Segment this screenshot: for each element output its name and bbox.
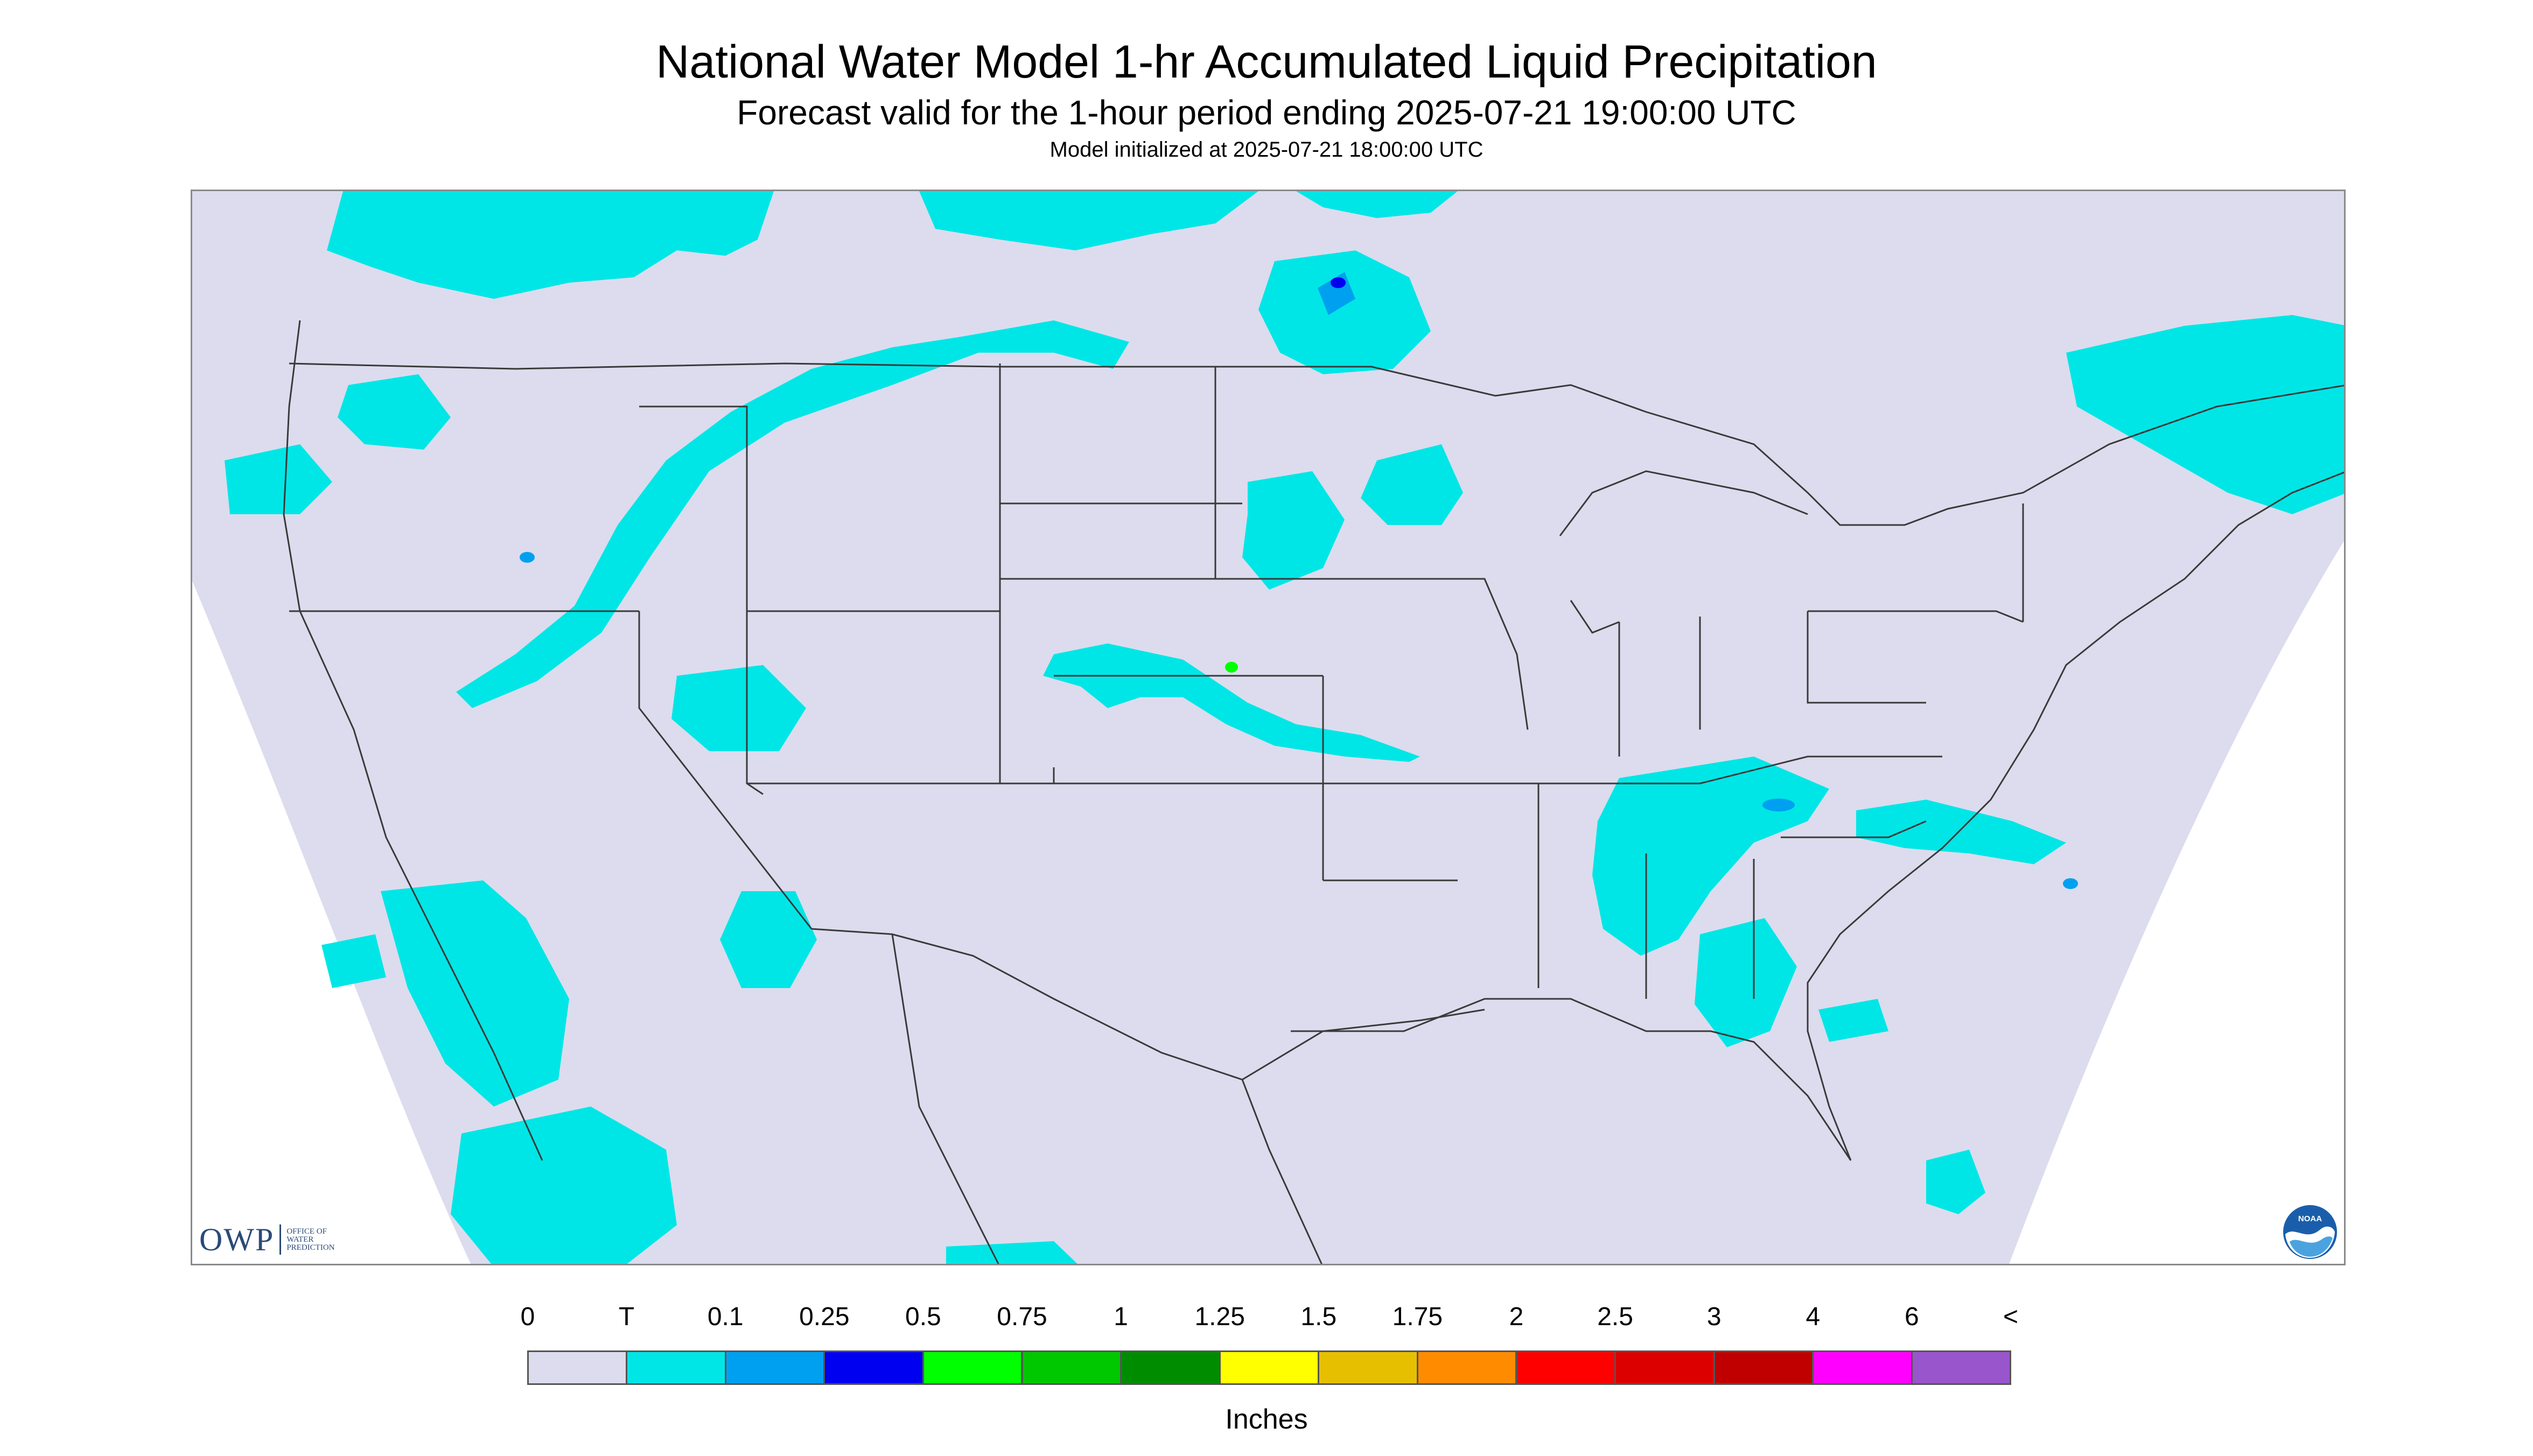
owp-logo-divider bbox=[279, 1224, 282, 1255]
map-canvas bbox=[192, 191, 2344, 1264]
precipitation-map bbox=[191, 190, 2346, 1265]
precip-trace-areas bbox=[225, 191, 2344, 1264]
legend-tick-label: 3 bbox=[1706, 1303, 1722, 1331]
legend-tick-label: 1.5 bbox=[1300, 1303, 1337, 1331]
noaa-logo-text: NOAA bbox=[2298, 1214, 2322, 1223]
legend-swatch bbox=[1219, 1350, 1320, 1385]
legend-tick-label: 0.25 bbox=[799, 1303, 850, 1331]
legend-swatch bbox=[626, 1350, 726, 1385]
map-title: National Water Model 1-hr Accumulated Li… bbox=[656, 36, 1877, 88]
legend-swatch bbox=[527, 1350, 628, 1385]
legend-swatch bbox=[1120, 1350, 1221, 1385]
legend-swatch bbox=[1416, 1350, 1517, 1385]
owp-logo-subtext: OFFICE OF WATER PREDICTION bbox=[286, 1227, 335, 1252]
legend-tick-label: 1.25 bbox=[1194, 1303, 1245, 1331]
legend-swatch bbox=[1812, 1350, 1913, 1385]
legend-units-label: Inches bbox=[1225, 1404, 1308, 1435]
legend-swatch bbox=[1021, 1350, 1122, 1385]
owp-sub-line: PREDICTION bbox=[286, 1243, 335, 1252]
owp-logo-text: OWP bbox=[199, 1221, 275, 1257]
legend-tick-label: 0 bbox=[520, 1303, 535, 1331]
model-init-time: Model initialized at 2025-07-21 18:00:00… bbox=[1049, 138, 1484, 162]
coastlines bbox=[283, 320, 2344, 1161]
owp-sub-line: WATER bbox=[286, 1235, 314, 1244]
legend-tick-label: 0.75 bbox=[997, 1303, 1047, 1331]
legend-tick-label: 1.75 bbox=[1392, 1303, 1443, 1331]
map-subtitle: Forecast valid for the 1-hour period end… bbox=[737, 93, 1796, 132]
legend-swatch bbox=[1614, 1350, 1715, 1385]
owp-logo: OWP OFFICE OF WATER PREDICTION bbox=[199, 1222, 335, 1257]
legend-swatch bbox=[724, 1350, 825, 1385]
legend-swatch bbox=[823, 1350, 924, 1385]
legend-tick-label: 4 bbox=[1806, 1303, 1821, 1331]
owp-sub-line: OFFICE OF bbox=[286, 1227, 327, 1236]
legend-tick-label: 6 bbox=[1905, 1303, 1919, 1331]
legend-swatch bbox=[1911, 1350, 2012, 1385]
legend-tick-label: 0.1 bbox=[707, 1303, 744, 1331]
legend-swatch bbox=[1713, 1350, 1814, 1385]
legend-tick-label: 2.5 bbox=[1597, 1303, 1633, 1331]
precip-heavier-cells bbox=[520, 272, 2078, 889]
legend-swatch bbox=[1515, 1350, 1617, 1385]
legend-tick-label: 1 bbox=[1114, 1303, 1128, 1331]
legend-swatch bbox=[1318, 1350, 1418, 1385]
political-boundaries bbox=[289, 362, 2344, 1264]
legend-swatch bbox=[922, 1350, 1023, 1385]
legend-tick-label: 2 bbox=[1509, 1303, 1524, 1331]
legend-tick-label: < bbox=[2003, 1303, 2019, 1331]
legend-tick-label: 0.5 bbox=[905, 1303, 941, 1331]
noaa-logo: NOAA bbox=[2283, 1205, 2337, 1259]
legend-tick-label: T bbox=[618, 1303, 635, 1331]
